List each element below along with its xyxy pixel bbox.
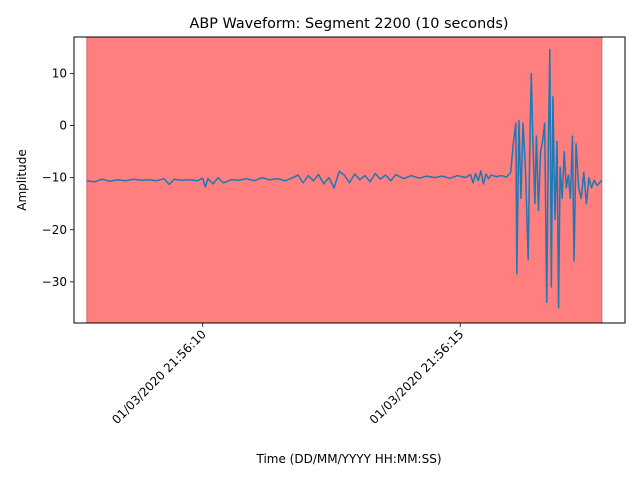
y-tick-label: 0	[59, 119, 67, 133]
series-line-1	[86, 48, 603, 309]
y-axis-title: Amplitude	[15, 149, 29, 211]
highlight-region	[86, 36, 603, 324]
y-tick-label: −10	[42, 171, 67, 185]
x-tick-label: 01/03/2020 21:56:10	[109, 327, 209, 427]
y-tick-label: −20	[42, 223, 67, 237]
plot-frame	[73, 36, 626, 324]
y-tick-label: 10	[52, 66, 67, 80]
plot-area: −30 −20 −10 0 10 01/03/2020 21:56:10 01/03/202…	[42, 36, 626, 427]
x-axis-title: Time (DD/MM/YYYY HH:MM:SS)	[255, 452, 441, 466]
x-tick-label: 01/03/2020 21:56:15	[367, 327, 467, 427]
y-tick-label: −30	[42, 275, 67, 289]
chart-title: ABP Waveform: Segment 2200 (10 seconds)	[190, 16, 509, 32]
